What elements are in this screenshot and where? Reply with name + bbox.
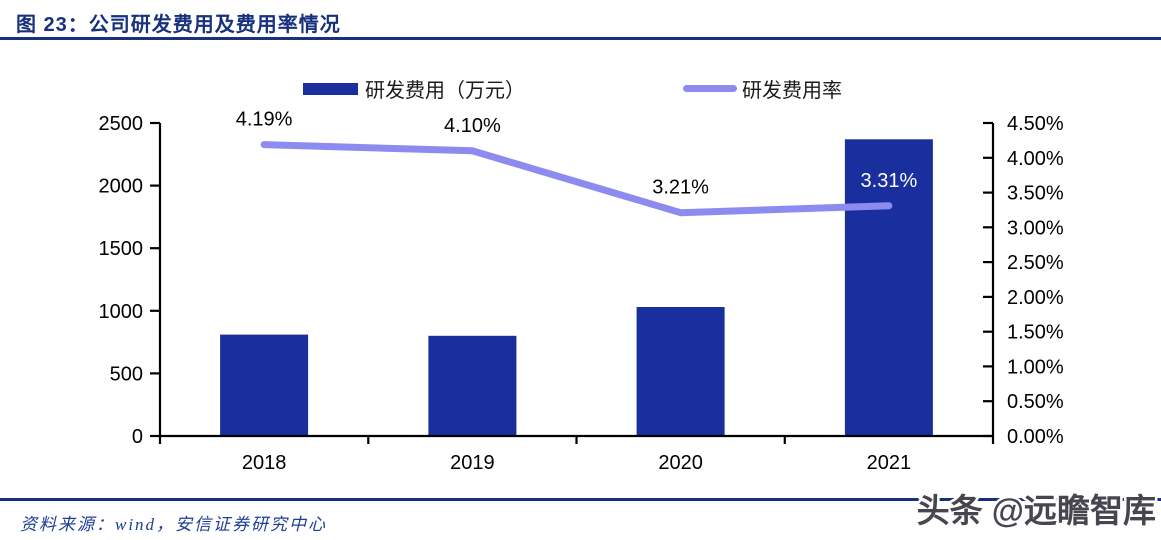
figure-title: 图 23：公司研发费用及费用率情况 bbox=[16, 14, 341, 36]
legend-item-rd-expense-rate: 研发费用率 bbox=[683, 74, 842, 103]
right-axis-tick-label: 4.50% bbox=[1007, 113, 1064, 135]
bar-2020 bbox=[636, 307, 725, 436]
x-axis-label-2018: 2018 bbox=[242, 452, 287, 474]
legend-item-rd-expense: 研发费用（万元） bbox=[303, 74, 525, 103]
title-divider-rule bbox=[0, 37, 1161, 40]
axis-labels: 0 500 1000 1500 2000 2500 0.00% 0.50% 1.00% 1.50%… bbox=[99, 113, 1064, 474]
left-axis-tick-label: 1000 bbox=[99, 301, 144, 323]
right-axis-tick-label: 4.00% bbox=[1007, 148, 1064, 170]
bar-2019 bbox=[428, 335, 517, 436]
legend-label-rd-expense: 研发费用（万元） bbox=[365, 80, 525, 102]
rate-point-label-2019: 4.10% bbox=[444, 115, 501, 137]
watermark-text: 头条 @远瞻智库 bbox=[917, 492, 1156, 529]
rate-line bbox=[260, 141, 893, 217]
legend-label-rd-expense-rate: 研发费用率 bbox=[742, 80, 842, 102]
footer-divider-rule bbox=[0, 498, 1161, 501]
x-axis-label-2019: 2019 bbox=[450, 452, 495, 474]
bar-2021 bbox=[844, 139, 933, 437]
right-axis-tick-label: 3.00% bbox=[1007, 217, 1064, 239]
line-series-swatch-icon bbox=[683, 85, 737, 92]
rate-point-label-2018: 4.19% bbox=[236, 109, 293, 131]
right-axis-tick-label: 1.50% bbox=[1007, 322, 1064, 344]
bar-2018 bbox=[220, 334, 309, 436]
left-axis-tick-label: 1500 bbox=[99, 238, 144, 260]
left-axis-tick-label: 500 bbox=[110, 363, 143, 385]
rate-point-label-2021: 3.31% bbox=[861, 170, 918, 192]
left-axis-tick-label: 0 bbox=[132, 426, 143, 448]
x-axis-label-2020: 2020 bbox=[658, 452, 703, 474]
right-axis-tick-label: 1.00% bbox=[1007, 356, 1064, 378]
source-note: 资料来源：wind，安信证券研究中心 bbox=[20, 515, 328, 534]
right-axis-tick-label: 0.50% bbox=[1007, 391, 1064, 413]
right-axis-tick-label: 2.00% bbox=[1007, 287, 1064, 309]
bar-series-swatch-icon bbox=[303, 82, 358, 95]
right-axis-tick-label: 0.00% bbox=[1007, 426, 1064, 448]
watermark: 头条 @远瞻智库 bbox=[914, 490, 1158, 532]
left-axis-tick-label: 2000 bbox=[99, 176, 144, 198]
right-axis-tick-label: 3.50% bbox=[1007, 183, 1064, 205]
x-axis-label-2021: 2021 bbox=[867, 452, 912, 474]
axes bbox=[150, 121, 995, 444]
left-axis-tick-label: 2500 bbox=[99, 113, 144, 135]
rate-point-label-2020: 3.21% bbox=[652, 177, 709, 199]
right-axis-tick-label: 2.50% bbox=[1007, 252, 1064, 274]
